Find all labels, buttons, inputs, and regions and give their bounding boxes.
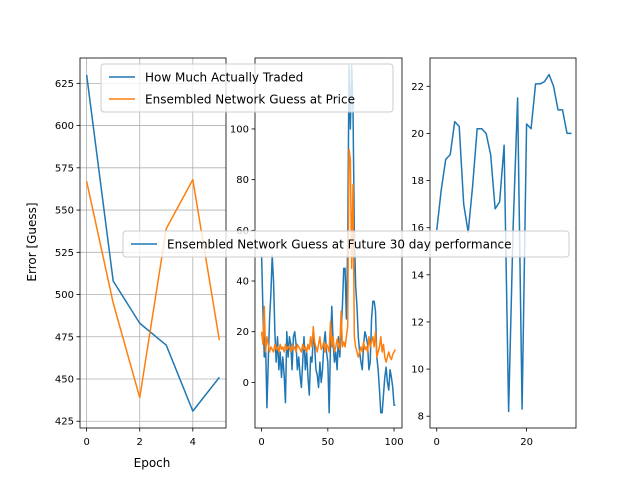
p3-legend-label-1: Ensembled Network Guess at Future 30 day… [167, 238, 512, 252]
p1-ytick-label-0: 425 [55, 417, 74, 428]
p1-legend-box [100, 63, 394, 113]
p3-ytick-label-7: 22 [411, 82, 424, 93]
panel-1-ylabel: Error [Guess] [25, 202, 39, 281]
p1-series-1-line [85, 74, 220, 412]
p1-ytick-label-7: 600 [55, 121, 74, 132]
p1-ytick-label-2: 475 [55, 332, 74, 343]
p1-ytick-label-8: 625 [55, 79, 74, 90]
p2-ytick-label-1: 20 [236, 327, 249, 338]
p1-xtick-label-2: 4 [190, 437, 196, 448]
panel-1-xlabel: Epoch [134, 456, 171, 470]
panel-1: Epoch Error [Guess] 0 2 4 425 450 475 500 525 55… [25, 57, 227, 470]
p2-ytick-label-0: 0 [243, 378, 249, 389]
p3-xtick-label-1: 20 [520, 437, 533, 448]
p3-ytick-label-5: 18 [411, 176, 424, 187]
p3-legend: Ensembled Network Guess at Future 30 day… [122, 230, 570, 258]
p1-legend-label-1: How Much Actually Traded [145, 71, 303, 85]
p3-ytick-label-4: 16 [411, 223, 424, 234]
p3-ytick-label-3: 14 [411, 270, 424, 281]
p1-ytick-label-4: 525 [55, 248, 74, 259]
p2-xtick-label-2: 100 [385, 437, 404, 448]
p1-legend: How Much Actually Traded Ensembled Networ… [100, 63, 394, 113]
p1-ytick-label-1: 450 [55, 375, 74, 386]
p2-series-1-line [260, 64, 396, 414]
p1-xtick-label-1: 2 [137, 437, 143, 448]
p2-ytick-label-5: 100 [230, 124, 249, 135]
p2-ytick-label-2: 40 [236, 277, 249, 288]
p3-ytick-label-2: 12 [411, 317, 424, 328]
p3-ytick-label-6: 20 [411, 129, 424, 140]
p1-legend-label-2: Ensembled Network Guess at Price [145, 93, 355, 107]
p3-ytick-label-0: 8 [418, 412, 424, 423]
p1-series-2-line [85, 178, 221, 399]
p3-series-1-line [435, 73, 572, 413]
p1-ytick-label-6: 575 [55, 163, 74, 174]
p1-ytick-label-5: 550 [55, 206, 74, 217]
p3-xtick-label-0: 0 [434, 437, 440, 448]
p2-ytick-label-4: 80 [236, 175, 249, 186]
p3-legend-box [122, 230, 570, 258]
p2-series-2-line [260, 148, 397, 363]
p1-ytick-label-3: 500 [55, 290, 74, 301]
p2-xtick-label-1: 50 [321, 437, 334, 448]
p3-ytick-label-1: 10 [411, 365, 424, 376]
p2-xtick-label-0: 0 [258, 437, 264, 448]
p1-xtick-label-0: 0 [83, 437, 89, 448]
